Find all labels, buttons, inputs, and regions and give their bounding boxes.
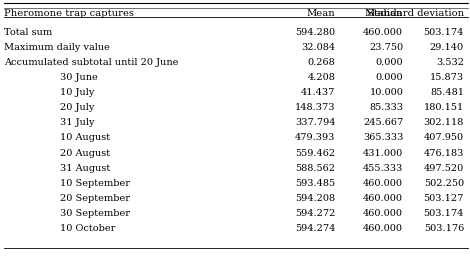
Text: Standard deviation: Standard deviation (367, 9, 464, 18)
Text: Mean: Mean (307, 9, 336, 18)
Text: 245.667: 245.667 (363, 118, 403, 127)
Text: 460.000: 460.000 (363, 179, 403, 188)
Text: 32.084: 32.084 (301, 43, 336, 52)
Text: 85.481: 85.481 (430, 88, 464, 97)
Text: 594.208: 594.208 (295, 194, 336, 203)
Text: 503.176: 503.176 (423, 224, 464, 233)
Text: 20 July: 20 July (60, 103, 94, 112)
Text: 497.520: 497.520 (423, 164, 464, 173)
Text: 10.000: 10.000 (369, 88, 403, 97)
Text: 3.532: 3.532 (436, 58, 464, 67)
Text: 460.000: 460.000 (363, 28, 403, 37)
Text: 30 June: 30 June (60, 73, 98, 82)
Text: 479.393: 479.393 (295, 133, 336, 142)
Text: 503.174: 503.174 (423, 28, 464, 37)
Text: 476.183: 476.183 (423, 149, 464, 158)
Text: Median: Median (365, 9, 403, 18)
Text: 593.485: 593.485 (295, 179, 336, 188)
Text: 460.000: 460.000 (363, 224, 403, 233)
Text: 594.272: 594.272 (295, 209, 336, 218)
Text: 29.140: 29.140 (430, 43, 464, 52)
Text: 460.000: 460.000 (363, 194, 403, 203)
Text: 23.750: 23.750 (369, 43, 403, 52)
Text: 10 September: 10 September (60, 179, 130, 188)
Text: 20 September: 20 September (60, 194, 130, 203)
Text: 594.274: 594.274 (295, 224, 336, 233)
Text: 31 July: 31 July (60, 118, 94, 127)
Text: 365.333: 365.333 (363, 133, 403, 142)
Text: 455.333: 455.333 (363, 164, 403, 173)
Text: 337.794: 337.794 (295, 118, 336, 127)
Text: 559.462: 559.462 (295, 149, 336, 158)
Text: Total sum: Total sum (4, 28, 52, 37)
Text: 148.373: 148.373 (295, 103, 336, 112)
Text: 10 July: 10 July (60, 88, 94, 97)
Text: 431.000: 431.000 (363, 149, 403, 158)
Text: 502.250: 502.250 (424, 179, 464, 188)
Text: 407.950: 407.950 (424, 133, 464, 142)
Text: 588.562: 588.562 (296, 164, 336, 173)
Text: 503.174: 503.174 (423, 209, 464, 218)
Text: Maximum daily value: Maximum daily value (4, 43, 110, 52)
Text: 20 August: 20 August (60, 149, 110, 158)
Text: 503.127: 503.127 (423, 194, 464, 203)
Text: Pheromone trap captures: Pheromone trap captures (4, 9, 134, 18)
Text: 31 August: 31 August (60, 164, 110, 173)
Text: 0.000: 0.000 (376, 58, 403, 67)
Text: 0.268: 0.268 (308, 58, 336, 67)
Text: 41.437: 41.437 (301, 88, 336, 97)
Text: 30 September: 30 September (60, 209, 130, 218)
Text: 460.000: 460.000 (363, 209, 403, 218)
Text: 85.333: 85.333 (369, 103, 403, 112)
Text: 0.000: 0.000 (376, 73, 403, 82)
Text: 4.208: 4.208 (307, 73, 336, 82)
Text: 10 October: 10 October (60, 224, 115, 233)
Text: 10 August: 10 August (60, 133, 110, 142)
Text: 594.280: 594.280 (295, 28, 336, 37)
Text: Accumulated subtotal until 20 June: Accumulated subtotal until 20 June (4, 58, 178, 67)
Text: 15.873: 15.873 (430, 73, 464, 82)
Text: 302.118: 302.118 (423, 118, 464, 127)
Text: 180.151: 180.151 (423, 103, 464, 112)
